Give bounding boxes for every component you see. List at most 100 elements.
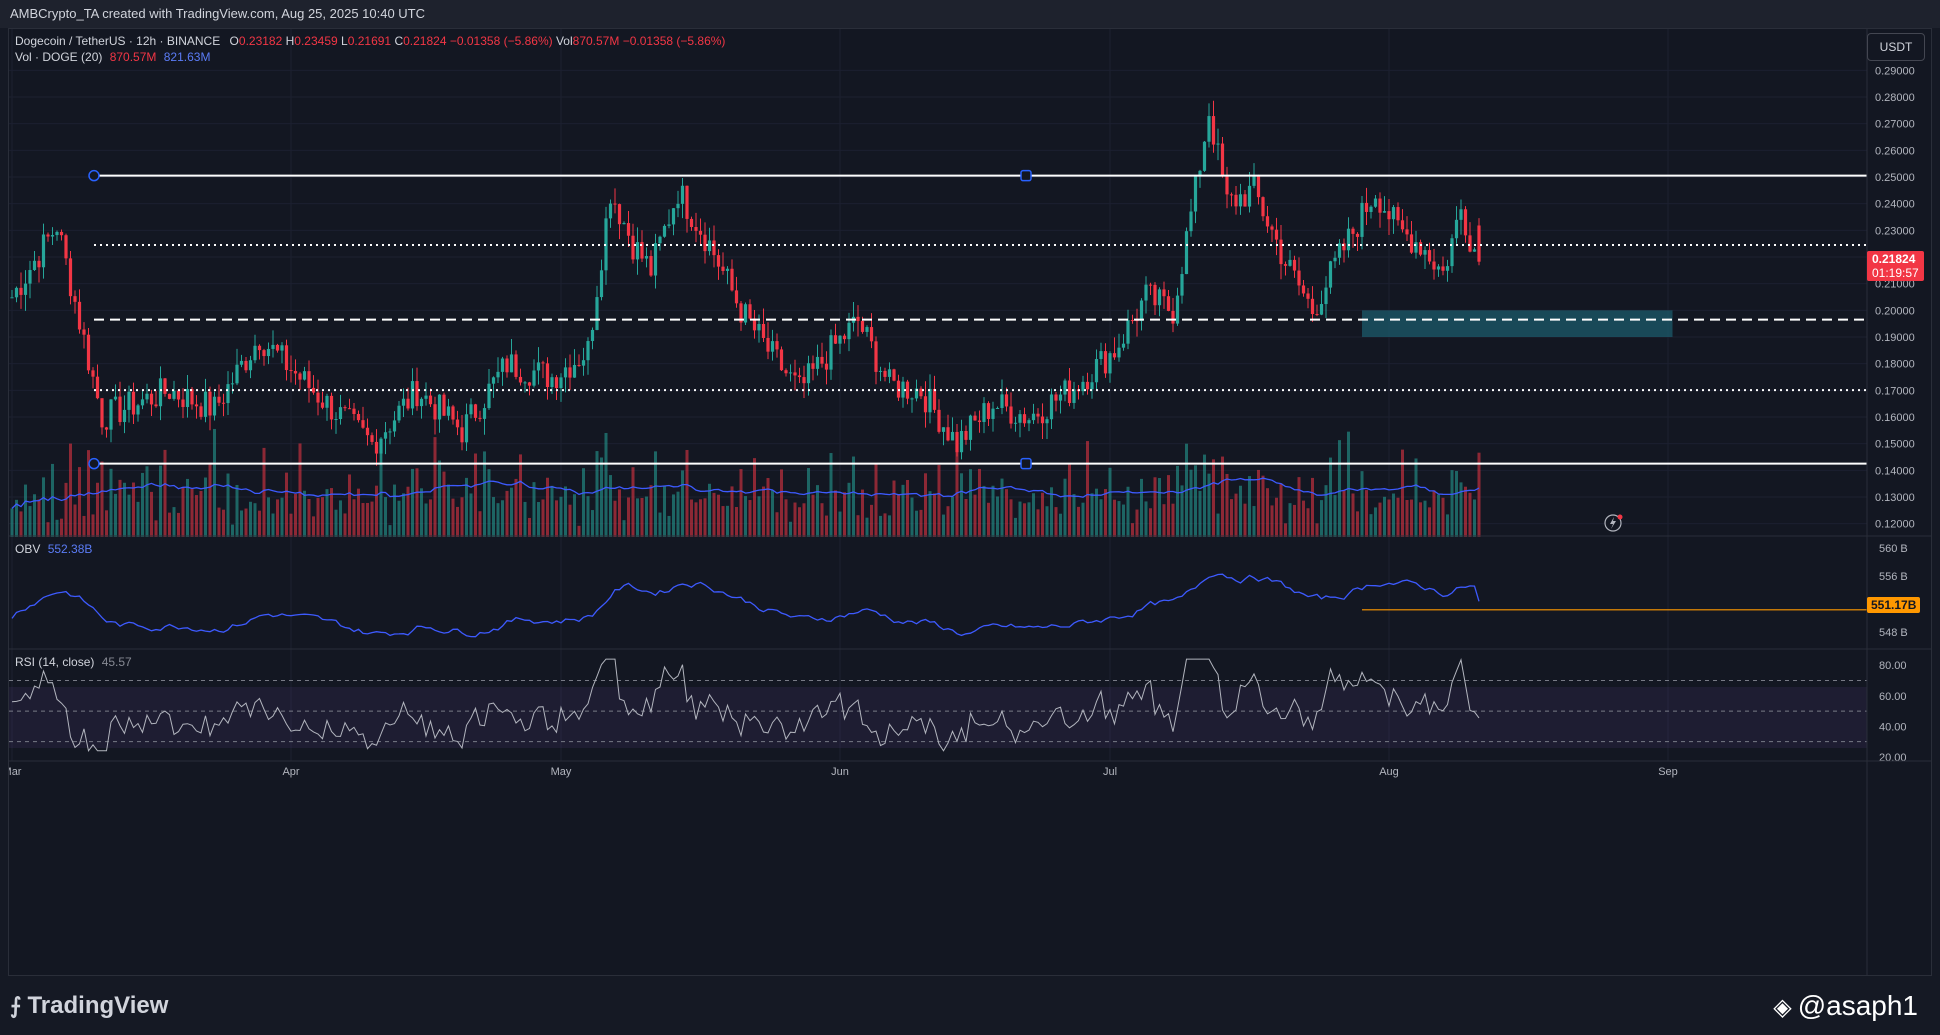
tradingview-logo[interactable]: ⨍ TradingView bbox=[10, 992, 168, 1020]
volume-bar bbox=[915, 510, 918, 537]
candle-body bbox=[595, 297, 599, 330]
volume-bar bbox=[834, 490, 837, 537]
candle-body bbox=[208, 391, 212, 416]
candle-body bbox=[518, 376, 523, 383]
candle-body bbox=[298, 373, 302, 380]
volume-bar bbox=[1432, 490, 1436, 537]
candle-body bbox=[1378, 198, 1382, 213]
candle-body bbox=[1175, 295, 1180, 324]
candle-body bbox=[1157, 289, 1162, 306]
volume-bar bbox=[312, 516, 315, 537]
candle-body bbox=[280, 345, 284, 351]
candle-body bbox=[1108, 353, 1112, 374]
candle-body bbox=[680, 185, 685, 204]
footer: ⨍ TradingView ◈ @asaph1 bbox=[0, 976, 1940, 1035]
candle-body bbox=[1396, 207, 1400, 221]
candle-body bbox=[694, 227, 698, 231]
currency-button[interactable]: USDT bbox=[1867, 33, 1925, 61]
candle-body bbox=[905, 381, 910, 399]
volume-bar bbox=[730, 486, 734, 537]
volume-bar bbox=[658, 512, 662, 537]
volume-bar bbox=[460, 497, 464, 537]
candle-body bbox=[1418, 242, 1423, 255]
candle-body bbox=[1081, 381, 1085, 392]
candle-body bbox=[374, 441, 379, 454]
candle-body bbox=[1234, 194, 1238, 207]
volume-bar bbox=[586, 496, 590, 537]
volume-bar bbox=[154, 520, 158, 537]
obv-value: 552.38B bbox=[47, 542, 93, 556]
candle-body bbox=[613, 203, 617, 205]
price-tick: 0.19000 bbox=[1875, 332, 1915, 344]
candle-body bbox=[1072, 389, 1076, 403]
volume-bar bbox=[897, 494, 900, 537]
candle-body bbox=[478, 417, 482, 419]
volume-bar bbox=[1342, 490, 1346, 537]
candle-body bbox=[919, 388, 923, 397]
volume-bar bbox=[654, 451, 657, 537]
price-tick: 0.17000 bbox=[1875, 385, 1915, 397]
candle-body bbox=[1090, 382, 1094, 390]
candle-body bbox=[1427, 250, 1432, 262]
candle-body bbox=[1153, 284, 1157, 306]
candle-body bbox=[649, 256, 653, 276]
candle-body bbox=[1013, 422, 1018, 424]
candle-body bbox=[113, 396, 118, 400]
volume-bar bbox=[955, 445, 959, 537]
candle-body bbox=[1238, 194, 1243, 207]
volume-bar bbox=[492, 497, 495, 537]
volume-bar bbox=[960, 473, 963, 537]
volume-bar bbox=[177, 512, 180, 537]
candle-body bbox=[721, 266, 725, 271]
volume-bar bbox=[1293, 504, 1296, 537]
volume-bar bbox=[321, 497, 324, 537]
volume-bar bbox=[501, 500, 504, 537]
candle-body bbox=[1288, 259, 1292, 266]
candle-body bbox=[1436, 266, 1441, 270]
candle-body bbox=[779, 349, 784, 371]
volume-bar bbox=[411, 468, 414, 537]
volume-bar bbox=[1113, 499, 1116, 537]
candle-body bbox=[1472, 249, 1477, 252]
candle-body bbox=[23, 283, 28, 295]
time-tick: Mar bbox=[9, 766, 22, 778]
candle-body bbox=[1459, 209, 1463, 220]
price-tick: 0.25000 bbox=[1875, 172, 1915, 184]
volume-bar bbox=[64, 482, 68, 537]
bolt-icon[interactable] bbox=[1604, 514, 1623, 532]
candle-body bbox=[1445, 266, 1450, 271]
candle-body bbox=[1000, 394, 1004, 408]
candle-body bbox=[185, 389, 190, 408]
volume-bar bbox=[969, 469, 972, 537]
volume-bar bbox=[582, 468, 585, 537]
volume-bar bbox=[388, 525, 392, 537]
candle-body bbox=[239, 360, 244, 365]
volume-bar bbox=[1473, 499, 1476, 537]
candle-body bbox=[928, 388, 932, 413]
volume-bar bbox=[1464, 486, 1467, 537]
volume-bar bbox=[1212, 459, 1215, 537]
obv-label: OBV bbox=[15, 542, 41, 556]
candle-body bbox=[766, 337, 770, 352]
candle-body bbox=[329, 395, 334, 420]
attribution-bar: AMBCrypto_TA created with TradingView.co… bbox=[0, 0, 1940, 28]
binance-icon: ◈ bbox=[1773, 994, 1792, 1021]
candle-body bbox=[365, 427, 370, 436]
volume-bar bbox=[735, 507, 738, 537]
candle-body bbox=[1297, 270, 1301, 286]
vol-indicator-label: Vol · DOGE (20) bbox=[15, 50, 103, 64]
volume-bar bbox=[82, 515, 86, 537]
candle-body bbox=[1351, 228, 1355, 234]
volume-bar bbox=[163, 449, 167, 537]
time-tick: Apr bbox=[282, 766, 299, 778]
handle-text: @asaph1 bbox=[1797, 990, 1918, 1021]
volume-bar bbox=[1005, 489, 1008, 537]
candle-body bbox=[1220, 143, 1225, 177]
volume-bar bbox=[618, 489, 621, 537]
volume-bar bbox=[699, 499, 702, 537]
candle-body bbox=[388, 431, 392, 433]
volume-bar bbox=[451, 498, 455, 537]
